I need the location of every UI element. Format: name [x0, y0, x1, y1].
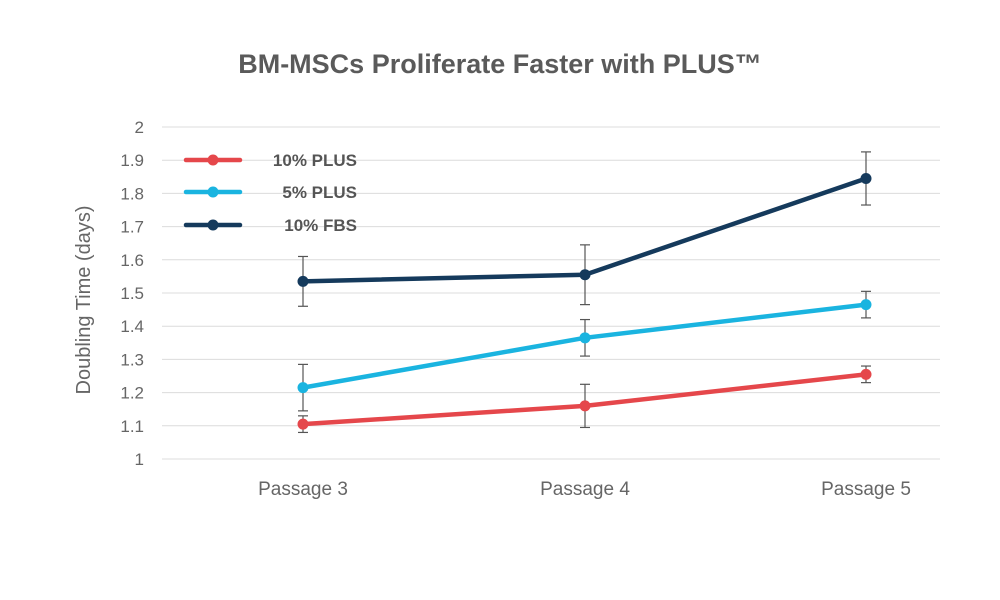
- data-point-5-plus: [579, 332, 591, 344]
- data-point-10-fbs: [860, 172, 872, 184]
- chart-title: BM-MSCs Proliferate Faster with PLUS™: [238, 49, 762, 79]
- y-tick-label: 1.8: [120, 184, 144, 203]
- data-point-10-plus: [579, 400, 591, 412]
- data-point-10-plus: [297, 418, 309, 430]
- error-bars: [298, 151, 871, 434]
- data-points: [297, 172, 872, 430]
- y-tick-label: 1.4: [120, 317, 144, 336]
- y-tick-label: 1.2: [120, 384, 144, 403]
- y-tick-label: 1.9: [120, 151, 144, 170]
- y-tick-label: 1.5: [120, 284, 144, 303]
- y-tick-label: 1.1: [120, 417, 144, 436]
- legend-swatch-point-10-plus: [207, 154, 219, 166]
- y-axis-ticks: 1 1.1 1.2 1.3 1.4 1.5 1.6 1.7 1.8 1.9 2: [120, 118, 144, 469]
- y-tick-label: 1.7: [120, 218, 144, 237]
- y-tick-label: 1: [135, 450, 144, 469]
- x-tick-label: Passage 5: [821, 479, 911, 500]
- legend-label-10-plus: 10% PLUS: [273, 151, 357, 170]
- legend: 10% PLUS 5% PLUS 10% FBS: [183, 151, 357, 235]
- legend-label-10-fbs: 10% FBS: [284, 216, 357, 235]
- data-point-10-fbs: [579, 269, 591, 281]
- data-point-5-plus: [860, 299, 872, 311]
- data-point-10-fbs: [297, 275, 309, 287]
- y-tick-label: 2: [135, 118, 144, 137]
- x-tick-label: Passage 4: [540, 479, 630, 500]
- y-axis-label: Doubling Time (days): [73, 206, 95, 395]
- legend-swatch-point-5-plus: [207, 186, 219, 198]
- legend-label-5-plus: 5% PLUS: [282, 183, 357, 202]
- legend-swatch-point-10-fbs: [207, 219, 219, 231]
- x-tick-label: Passage 3: [258, 479, 348, 500]
- y-tick-label: 1.3: [120, 350, 144, 369]
- data-point-10-plus: [860, 368, 872, 380]
- gridlines: [162, 126, 940, 460]
- y-tick-label: 1.6: [120, 251, 144, 270]
- data-point-5-plus: [297, 382, 309, 394]
- x-axis-ticks: Passage 3 Passage 4 Passage 5: [258, 479, 911, 500]
